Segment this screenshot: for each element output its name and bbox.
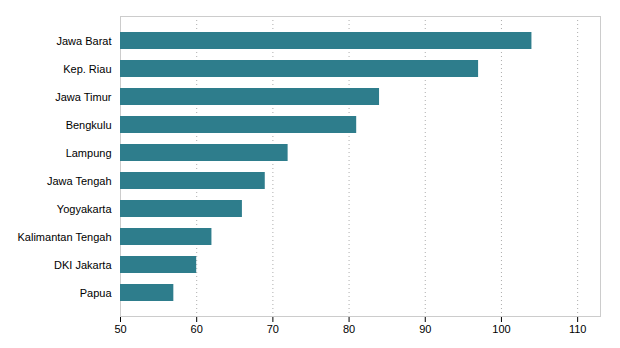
svg-text:80: 80 xyxy=(343,323,355,335)
svg-text:60: 60 xyxy=(191,323,203,335)
svg-text:Jawa Tengah: Jawa Tengah xyxy=(47,175,112,187)
svg-text:Papua: Papua xyxy=(80,287,113,299)
svg-text:Lampung: Lampung xyxy=(66,147,112,159)
svg-text:Kep. Riau: Kep. Riau xyxy=(63,63,111,75)
svg-text:90: 90 xyxy=(419,323,431,335)
svg-text:50: 50 xyxy=(114,323,126,335)
svg-text:Yogyakarta: Yogyakarta xyxy=(57,203,113,215)
svg-text:DKI Jakarta: DKI Jakarta xyxy=(54,259,112,271)
svg-text:110: 110 xyxy=(569,323,587,335)
svg-text:Bengkulu: Bengkulu xyxy=(66,119,112,131)
svg-text:100: 100 xyxy=(492,323,510,335)
svg-text:70: 70 xyxy=(267,323,279,335)
svg-text:Jawa Barat: Jawa Barat xyxy=(56,35,111,47)
svg-text:Kalimantan Tengah: Kalimantan Tengah xyxy=(18,231,112,243)
svg-text:Jawa Timur: Jawa Timur xyxy=(55,91,112,103)
